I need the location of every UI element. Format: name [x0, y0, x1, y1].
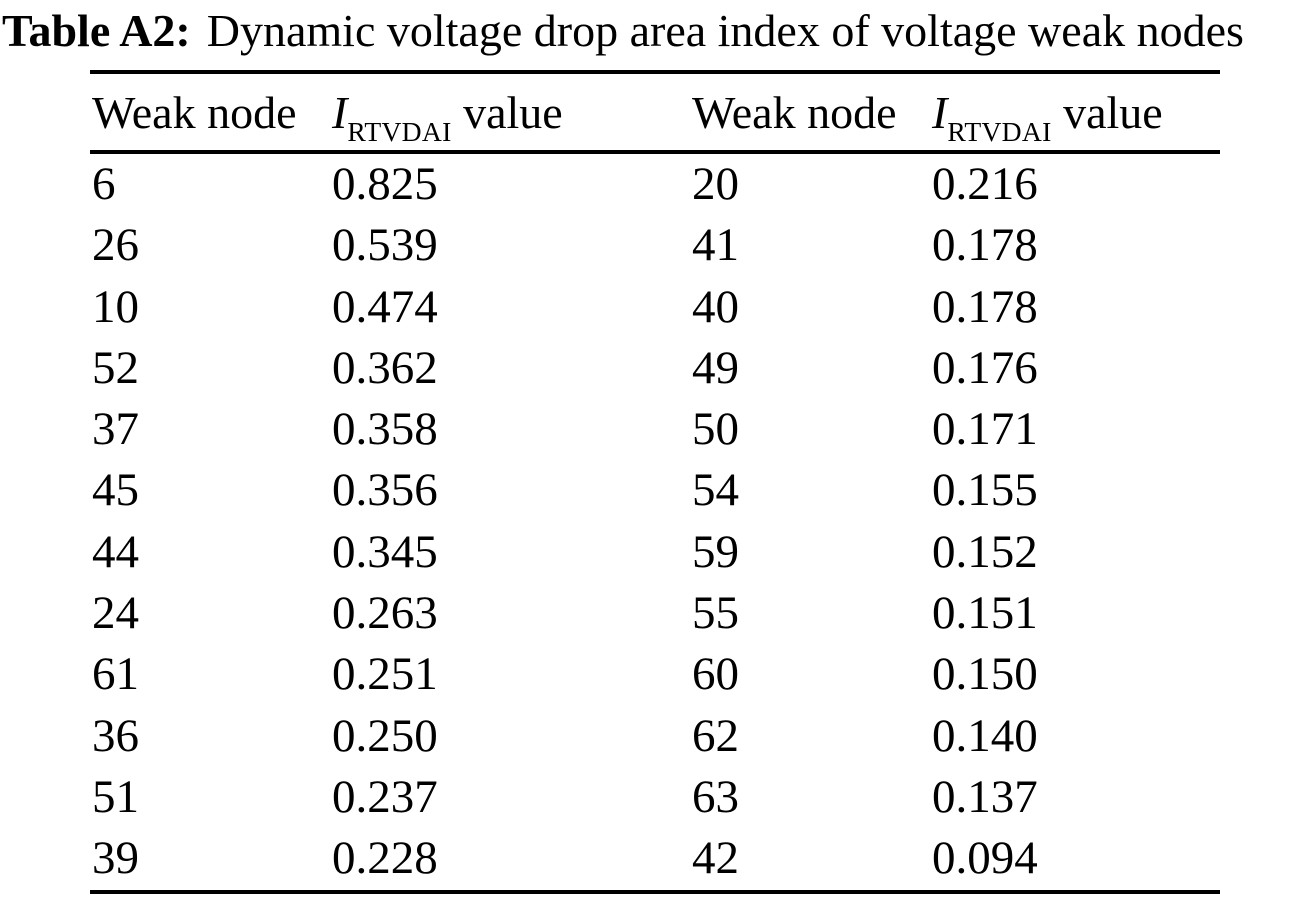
table-row: 10 0.474 40 0.178 — [90, 277, 1220, 338]
weak-node-cell: 55 — [692, 587, 739, 640]
rtvdai-value-cell: 0.539 — [332, 219, 438, 272]
table-caption: Table A2: Dynamic voltage drop area index… — [2, 0, 1304, 62]
rtvdai-value-cell: 0.362 — [332, 341, 438, 394]
irtvdai-subscript: RTVDAI — [947, 116, 1052, 148]
weak-node-cell: 6 — [92, 158, 116, 210]
rtvdai-value-cell: 0.356 — [332, 464, 438, 517]
weak-node-cell: 39 — [92, 832, 139, 885]
rtvdai-value-cell: 0.152 — [932, 525, 1038, 578]
weak-node-cell: 41 — [692, 219, 739, 272]
rtvdai-value-cell: 0.171 — [932, 403, 1038, 456]
weak-node-cell: 59 — [692, 525, 739, 578]
rtvdai-value-cell: 0.150 — [932, 648, 1038, 701]
table-row: 6 0.825 20 0.216 — [90, 154, 1220, 215]
rtvdai-value-cell: 0.178 — [932, 280, 1038, 333]
rtvdai-value-cell: 0.474 — [332, 280, 438, 333]
table-row: 36 0.250 62 0.140 — [90, 706, 1220, 767]
col-header-irtvdai-left: IRTVDAI value — [330, 86, 690, 146]
weak-node-cell: 60 — [692, 648, 739, 701]
table-row: 37 0.358 50 0.171 — [90, 399, 1220, 460]
weak-node-cell: 36 — [92, 709, 139, 762]
weak-node-cell: 54 — [692, 464, 739, 517]
weak-node-cell: 45 — [92, 464, 139, 517]
table-row: 24 0.263 55 0.151 — [90, 583, 1220, 644]
rtvdai-value-cell: 0.237 — [332, 770, 438, 823]
weak-node-cell: 49 — [692, 341, 739, 394]
table-row: 39 0.228 42 0.094 — [90, 828, 1220, 889]
table-row: 51 0.237 63 0.137 — [90, 767, 1220, 828]
table-body: 6 0.825 20 0.216 26 0.539 41 0.178 10 0.474 40 0.17… — [90, 154, 1220, 890]
weak-node-cell: 40 — [692, 280, 739, 333]
weak-node-cell: 37 — [92, 403, 139, 456]
weak-node-cell: 52 — [92, 341, 139, 394]
rtvdai-value-cell: 0.094 — [932, 832, 1038, 885]
weak-node-cell: 62 — [692, 709, 739, 762]
rtvdai-value-cell: 0.228 — [332, 832, 438, 885]
rtvdai-value-cell: 0.250 — [332, 709, 438, 762]
col-header-weak-node-right: Weak node — [692, 86, 897, 138]
table-row: 52 0.362 49 0.176 — [90, 338, 1220, 399]
weak-node-table: Weak node IRTVDAI value Weak node IRTVDA… — [90, 70, 1220, 894]
weak-node-cell: 51 — [92, 770, 139, 823]
weak-node-cell: 26 — [92, 219, 139, 272]
rtvdai-value-cell: 0.251 — [332, 648, 438, 701]
table-row: 26 0.539 41 0.178 — [90, 215, 1220, 276]
irtvdai-suffix: value — [1051, 86, 1163, 138]
weak-node-cell: 61 — [92, 648, 139, 701]
rtvdai-value-cell: 0.137 — [932, 770, 1038, 823]
weak-node-cell: 10 — [92, 280, 139, 333]
table-row: 44 0.345 59 0.152 — [90, 522, 1220, 583]
rtvdai-value-cell: 0.155 — [932, 464, 1038, 517]
rtvdai-value-cell: 0.216 — [932, 158, 1038, 210]
rtvdai-value-cell: 0.176 — [932, 341, 1038, 394]
rtvdai-value-cell: 0.140 — [932, 709, 1038, 762]
col-header-irtvdai-right: IRTVDAI value — [930, 86, 1220, 146]
irtvdai-suffix: value — [451, 86, 563, 138]
table-header-row: Weak node IRTVDAI value Weak node IRTVDA… — [90, 74, 1220, 154]
irtvdai-symbol: I — [332, 86, 348, 138]
weak-node-cell: 44 — [92, 525, 139, 578]
irtvdai-subscript: RTVDAI — [347, 116, 452, 148]
rtvdai-value-cell: 0.263 — [332, 587, 438, 640]
rtvdai-value-cell: 0.151 — [932, 587, 1038, 640]
table-caption-text: Dynamic voltage drop area index of volta… — [206, 5, 1244, 56]
weak-node-cell: 63 — [692, 770, 739, 823]
table-row: 61 0.251 60 0.150 — [90, 644, 1220, 705]
rtvdai-value-cell: 0.825 — [332, 158, 438, 210]
weak-node-cell: 42 — [692, 832, 739, 885]
weak-node-cell: 50 — [692, 403, 739, 456]
table-caption-label: Table A2: — [2, 5, 191, 56]
table-row: 45 0.356 54 0.155 — [90, 460, 1220, 521]
irtvdai-symbol: I — [932, 86, 948, 138]
weak-node-cell: 20 — [692, 158, 739, 210]
col-header-weak-node-left: Weak node — [92, 86, 297, 138]
rtvdai-value-cell: 0.358 — [332, 403, 438, 456]
rtvdai-value-cell: 0.178 — [932, 219, 1038, 272]
rtvdai-value-cell: 0.345 — [332, 525, 438, 578]
weak-node-cell: 24 — [92, 587, 139, 640]
